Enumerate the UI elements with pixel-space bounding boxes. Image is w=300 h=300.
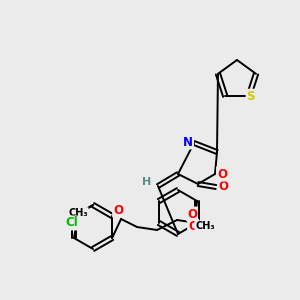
Text: S: S <box>247 90 255 103</box>
Text: N: N <box>183 136 193 148</box>
Text: CH₃: CH₃ <box>68 208 88 218</box>
Text: O: O <box>188 220 198 232</box>
Text: Cl: Cl <box>66 217 78 230</box>
Text: O: O <box>113 203 123 217</box>
Text: H: H <box>142 177 152 187</box>
Text: O: O <box>187 208 197 220</box>
Text: O: O <box>217 167 227 181</box>
Text: CH₃: CH₃ <box>195 221 215 231</box>
Text: O: O <box>218 181 228 194</box>
